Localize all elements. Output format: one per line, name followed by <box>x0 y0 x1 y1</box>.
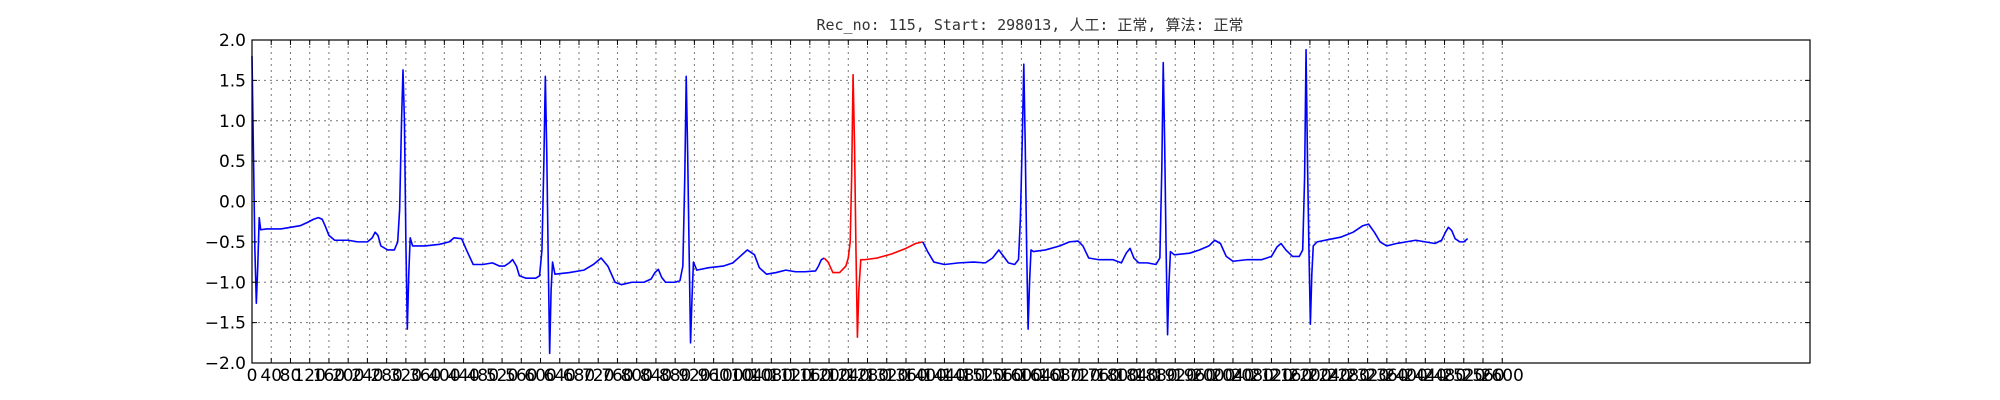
y-tick-label: −0.5 <box>205 233 246 253</box>
ecg-trace-segment <box>923 50 1468 335</box>
ecg-highlight-segment <box>824 75 923 337</box>
y-tick-label: −1.5 <box>205 314 246 334</box>
y-tick-label: 1.0 <box>219 112 246 132</box>
ecg-trace-segment <box>252 56 824 353</box>
y-tick-label: 0.0 <box>219 193 246 213</box>
x-tick-label: 0 <box>247 366 258 386</box>
y-tick-label: 0.5 <box>219 152 246 172</box>
y-tick-label: 2.0 <box>219 31 246 51</box>
plot-frame <box>252 40 1810 363</box>
y-tick-label: 1.5 <box>219 71 246 91</box>
chart-title: Rec_no: 115, Start: 298013, 人工: 正常, 算法: … <box>816 16 1243 34</box>
x-axis: 0 408012016020024028032036040044048052056… <box>247 40 1524 386</box>
x-tick-label: 2600 <box>1481 366 1524 386</box>
y-tick-label: −1.0 <box>205 273 246 293</box>
y-tick-label: −2.0 <box>205 354 246 374</box>
grid-layer <box>252 40 1810 363</box>
